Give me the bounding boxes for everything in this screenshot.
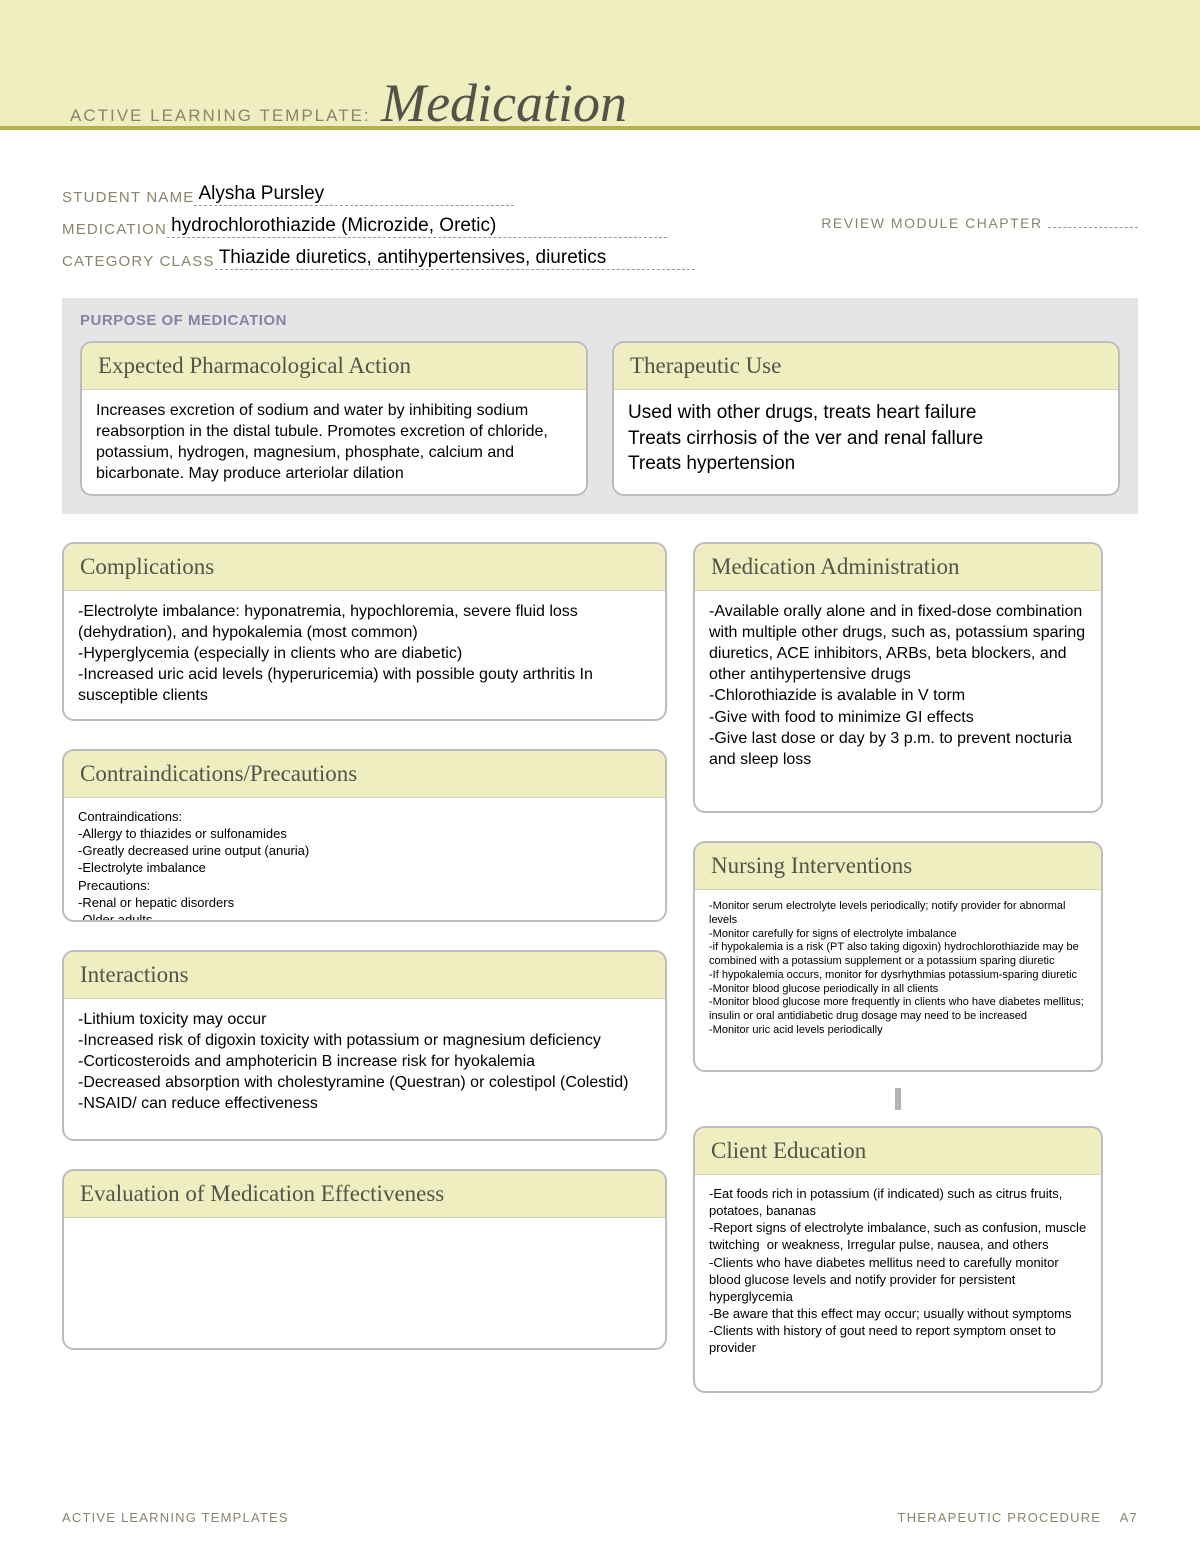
medication-label: MEDICATION	[62, 221, 167, 238]
template-label: ACTIVE LEARNING TEMPLATE:	[70, 106, 371, 126]
category-class-value: Thiazide diuretics, antihypertensives, d…	[215, 248, 695, 270]
card-body: Increases excretion of sodium and water …	[82, 390, 586, 494]
footer-right-label: THERAPEUTIC PROCEDURE	[898, 1510, 1102, 1525]
left-column: Complications -Electrolyte imbalance: hy…	[62, 542, 667, 1350]
card-title: Medication Administration	[695, 544, 1101, 591]
card-title: Nursing Interventions	[695, 843, 1101, 890]
card-title: Interactions	[64, 952, 665, 999]
card-body: -Monitor serum electrolyte levels period…	[695, 890, 1101, 1070]
card-body: -Eat foods rich in potassium (if indicat…	[695, 1175, 1101, 1391]
review-chapter-label: REVIEW MODULE CHAPTER	[821, 215, 1042, 231]
main-grid: Complications -Electrolyte imbalance: hy…	[62, 542, 1138, 1393]
card-title: Client Education	[695, 1128, 1101, 1175]
right-column: Medication Administration -Available ora…	[693, 542, 1103, 1393]
card-complications: Complications -Electrolyte imbalance: hy…	[62, 542, 667, 721]
card-body: -Electrolyte imbalance: hyponatremia, hy…	[64, 591, 665, 719]
connector	[895, 1088, 901, 1110]
category-class-label: CATEGORY CLASS	[62, 253, 215, 270]
student-name-value: Alysha Pursley	[194, 184, 514, 206]
review-chapter: REVIEW MODULE CHAPTER	[821, 210, 1138, 231]
card-body: -Available orally alone and in fixed-dos…	[695, 591, 1101, 811]
card-interactions: Interactions -Lithium toxicity may occur…	[62, 950, 667, 1141]
card-body: -Lithium toxicity may occur -Increased r…	[64, 999, 665, 1139]
card-client-education: Client Education -Eat foods rich in pota…	[693, 1126, 1103, 1393]
meta-block: STUDENT NAME Alysha Pursley MEDICATION h…	[62, 184, 1138, 270]
card-therapeutic-use: Therapeutic Use Used with other drugs, t…	[612, 341, 1120, 496]
card-title: Contraindications/Precautions	[64, 751, 665, 798]
card-body: Contraindications: -Allergy to thiazides…	[64, 798, 665, 920]
card-evaluation: Evaluation of Medication Effectiveness	[62, 1169, 667, 1350]
review-chapter-blank	[1048, 210, 1138, 228]
template-title: Medication	[381, 72, 627, 134]
footer-right: THERAPEUTIC PROCEDURE A7	[898, 1510, 1138, 1525]
medication-value: hydrochlorothiazide (Microzide, Oretic)	[167, 216, 667, 238]
card-body: Used with other drugs, treats heart fail…	[614, 390, 1118, 489]
card-expected-action: Expected Pharmacological Action Increase…	[80, 341, 588, 496]
footer-left: ACTIVE LEARNING TEMPLATES	[62, 1510, 289, 1525]
card-title: Expected Pharmacological Action	[82, 343, 586, 390]
card-title: Evaluation of Medication Effectiveness	[64, 1171, 665, 1218]
card-title: Therapeutic Use	[614, 343, 1118, 390]
page: ACTIVE LEARNING TEMPLATE: Medication STU…	[0, 0, 1200, 1553]
purpose-section: PURPOSE OF MEDICATION Expected Pharmacol…	[62, 298, 1138, 514]
card-contraindications: Contraindications/Precautions Contraindi…	[62, 749, 667, 922]
footer-page: A7	[1120, 1510, 1138, 1525]
card-nursing-interventions: Nursing Interventions -Monitor serum ele…	[693, 841, 1103, 1072]
card-title: Complications	[64, 544, 665, 591]
purpose-label: PURPOSE OF MEDICATION	[80, 312, 1120, 329]
header: ACTIVE LEARNING TEMPLATE: Medication	[62, 38, 1138, 134]
student-name-label: STUDENT NAME	[62, 189, 194, 206]
footer: ACTIVE LEARNING TEMPLATES THERAPEUTIC PR…	[62, 1510, 1138, 1525]
card-administration: Medication Administration -Available ora…	[693, 542, 1103, 813]
card-body	[64, 1218, 665, 1348]
